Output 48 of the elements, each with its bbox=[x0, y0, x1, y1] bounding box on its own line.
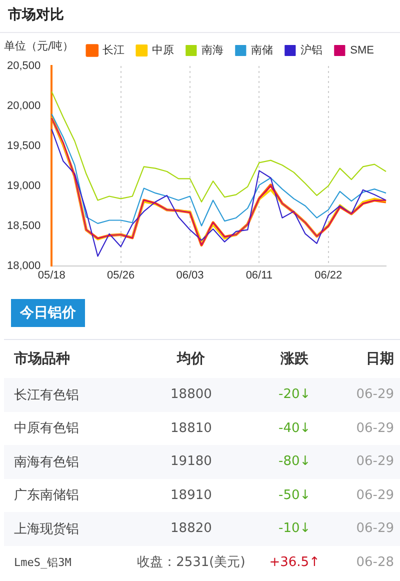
text: 19180 bbox=[170, 454, 213, 470]
text: LmeS_铝3M bbox=[13, 554, 72, 570]
y-tick-label: 20,500 bbox=[6, 60, 41, 72]
text: -40↓ bbox=[278, 420, 312, 436]
text: 长江有色铝 bbox=[13, 386, 80, 404]
text: 上海现货铝 bbox=[13, 520, 80, 538]
x-tick-label: 06/22 bbox=[314, 269, 342, 282]
x-tick-label: 05/26 bbox=[107, 269, 135, 282]
text: 06-29 bbox=[355, 420, 395, 436]
text: 18800 bbox=[170, 387, 213, 402]
y-tick-label: 18,000 bbox=[6, 260, 41, 272]
text: 均价 bbox=[176, 350, 206, 368]
y-tick-label: 19,000 bbox=[6, 180, 41, 192]
y-tick-label: 19,500 bbox=[6, 140, 41, 152]
text: -20↓ bbox=[278, 387, 312, 402]
text: -10↓ bbox=[278, 521, 312, 536]
x-tick-label: 06/11 bbox=[246, 269, 273, 282]
text: +36.5↑ bbox=[268, 554, 321, 570]
legend-label: 沪铝 bbox=[300, 44, 323, 57]
x-tick-label: 05/18 bbox=[38, 269, 66, 282]
text: 06-28 bbox=[355, 554, 395, 570]
legend-label: 中原 bbox=[152, 44, 174, 57]
text: 广东南储铝 bbox=[13, 487, 80, 504]
text: 06-29 bbox=[355, 387, 395, 402]
text: 18910 bbox=[170, 488, 213, 503]
text: -50↓ bbox=[278, 488, 312, 503]
text: 06-29 bbox=[355, 521, 395, 536]
text: -80↓ bbox=[278, 454, 312, 470]
y-tick-label: 18,500 bbox=[6, 220, 41, 232]
x-tick-label: 06/03 bbox=[176, 269, 204, 282]
text: 收盘：2531(美元) bbox=[136, 554, 246, 572]
legend-label: SME bbox=[350, 44, 374, 57]
legend-label: 南储 bbox=[251, 44, 274, 57]
text: 18810 bbox=[170, 420, 213, 436]
y-tick-label: 20,000 bbox=[6, 100, 41, 112]
text: 今日铝价 bbox=[11, 299, 85, 327]
legend-label: 南海 bbox=[202, 44, 224, 57]
text: 南海有色铝 bbox=[13, 454, 80, 471]
legend-label: 长江 bbox=[102, 44, 125, 57]
y-axis-title: 单位（元/吨） bbox=[4, 39, 74, 52]
chart-title: 市场对比 bbox=[0, 0, 400, 33]
text: 中原有色铝 bbox=[13, 420, 80, 438]
text: 日期 bbox=[365, 350, 395, 368]
text: 18820 bbox=[170, 521, 213, 536]
text: 涨跌 bbox=[280, 350, 310, 368]
text: 06-29 bbox=[355, 488, 395, 503]
text: 06-29 bbox=[355, 454, 395, 470]
text: 市场品种 bbox=[13, 350, 71, 368]
